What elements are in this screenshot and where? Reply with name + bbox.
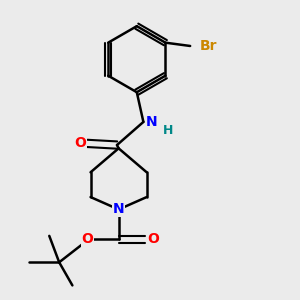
Text: O: O [147,232,159,246]
Text: N: N [146,115,158,129]
Text: O: O [75,136,87,150]
Text: H: H [163,124,173,137]
Text: O: O [81,232,93,246]
Text: N: N [113,202,124,216]
Text: Br: Br [200,39,218,53]
